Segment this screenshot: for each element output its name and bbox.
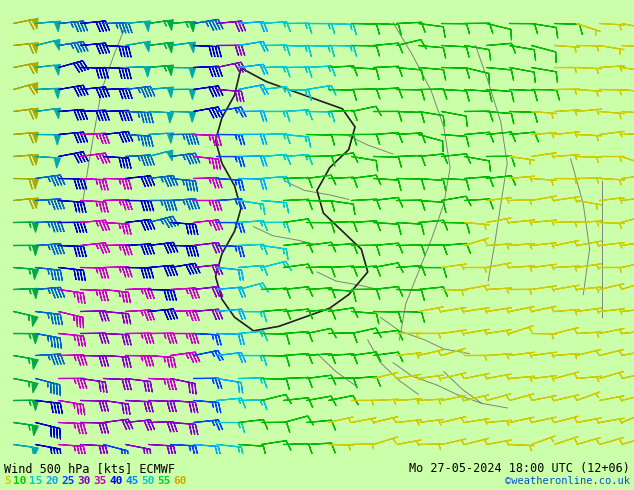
Text: Mo 27-05-2024 18:00 UTC (12+06): Mo 27-05-2024 18:00 UTC (12+06) bbox=[409, 462, 630, 475]
Text: 60: 60 bbox=[173, 476, 186, 486]
Text: 20: 20 bbox=[45, 476, 58, 486]
Text: 30: 30 bbox=[77, 476, 91, 486]
Text: 50: 50 bbox=[141, 476, 155, 486]
Text: 55: 55 bbox=[157, 476, 171, 486]
Text: 40: 40 bbox=[109, 476, 122, 486]
Text: 25: 25 bbox=[61, 476, 75, 486]
Text: ©weatheronline.co.uk: ©weatheronline.co.uk bbox=[505, 476, 630, 486]
Text: 5: 5 bbox=[4, 476, 11, 486]
Text: 15: 15 bbox=[29, 476, 42, 486]
Text: 45: 45 bbox=[125, 476, 138, 486]
Text: 10: 10 bbox=[13, 476, 27, 486]
Text: 35: 35 bbox=[93, 476, 107, 486]
Text: Wind 500 hPa [kts] ECMWF: Wind 500 hPa [kts] ECMWF bbox=[4, 462, 175, 475]
